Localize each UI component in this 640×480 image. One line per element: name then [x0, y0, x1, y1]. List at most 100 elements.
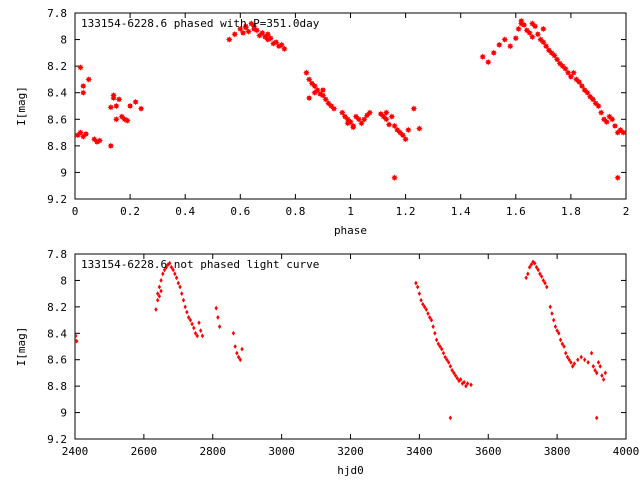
y-tick-label: 9 [60, 407, 67, 420]
data-point [593, 367, 597, 373]
data-point [178, 284, 182, 290]
x-tick-label: 1.6 [506, 205, 526, 218]
data-point [344, 120, 351, 127]
data-point [539, 274, 544, 279]
data-point [391, 122, 398, 130]
data-point [551, 52, 558, 59]
data-point [445, 357, 449, 363]
data-point [520, 21, 528, 29]
phased-plot: 0 0.2 0.4 0.6 0.8 1 1.2 1.4 1.6 1.8 2 7.8 8 8.2 8.4 8.6… [15, 7, 629, 237]
data-point [173, 271, 177, 277]
x-tick-label: 2 [623, 205, 630, 218]
data-point [459, 377, 463, 382]
data-point [199, 328, 203, 334]
data-point [534, 31, 542, 38]
data-point [562, 344, 566, 349]
data-point [272, 39, 280, 46]
data-point [469, 382, 473, 388]
data-point [462, 379, 466, 385]
data-point [589, 96, 597, 103]
data-point [424, 307, 428, 312]
data-point [552, 317, 556, 323]
data-point [453, 373, 458, 378]
data-point [460, 381, 465, 386]
x-tick-label: 2800 [200, 445, 227, 458]
data-point [570, 69, 577, 76]
data-point [192, 325, 196, 331]
data-point [157, 284, 162, 290]
plot-title: 133154-6228.6 phased with P=351.0day [81, 17, 320, 30]
data-point [450, 367, 454, 373]
x-tick-label: 3400 [406, 445, 433, 458]
data-point [601, 377, 606, 382]
data-point [529, 262, 533, 267]
data-point [113, 116, 120, 123]
y-tick-label: 7.8 [47, 7, 67, 20]
data-point [540, 25, 547, 33]
data-point [515, 25, 522, 33]
data-point [582, 357, 587, 363]
data-point [438, 344, 442, 349]
data-point [586, 359, 590, 365]
data-point [383, 109, 390, 116]
data-point [441, 350, 446, 356]
x-tick-label: 0.4 [175, 205, 195, 218]
x-tick-label: 0.6 [230, 205, 250, 218]
data-point [361, 116, 368, 123]
data-point [350, 124, 357, 131]
data-point [235, 350, 239, 356]
data-points [75, 17, 626, 181]
data-point [358, 120, 365, 127]
data-point [611, 122, 619, 130]
data-point [534, 264, 539, 270]
data-point [242, 24, 250, 31]
data-point [416, 125, 423, 132]
data-point [303, 69, 310, 76]
data-point [526, 271, 530, 277]
data-point [391, 174, 398, 181]
data-point [567, 357, 571, 363]
data-point [524, 275, 528, 281]
data-point [562, 65, 569, 72]
data-point [183, 304, 187, 310]
data-point [598, 363, 602, 369]
x-tick-label: 3800 [544, 445, 571, 458]
data-point [162, 267, 167, 273]
data-point [421, 301, 425, 307]
data-point [164, 264, 168, 270]
data-point [339, 109, 346, 116]
data-point [267, 35, 274, 42]
data-point [107, 104, 115, 111]
data-point [440, 346, 444, 352]
data-point [311, 82, 318, 90]
data-point [446, 359, 451, 365]
data-point [529, 20, 536, 27]
data-point [171, 267, 175, 273]
y-tick-label: 8.8 [47, 140, 67, 153]
data-points [75, 259, 608, 421]
data-point [399, 132, 407, 139]
data-point [557, 330, 561, 336]
data-point [278, 41, 285, 49]
data-point [426, 311, 430, 316]
data-point [570, 363, 575, 369]
data-point [540, 39, 547, 46]
data-point [132, 98, 139, 106]
data-point [529, 33, 536, 41]
data-point [402, 136, 409, 143]
data-point [564, 69, 572, 76]
data-point [527, 264, 532, 270]
data-point [181, 297, 186, 303]
data-point [383, 116, 390, 123]
data-point [366, 109, 373, 116]
x-axis-label: phase [334, 224, 367, 237]
data-point [193, 330, 198, 336]
data-point [620, 129, 626, 136]
data-point [485, 58, 492, 66]
data-point [259, 29, 266, 37]
data-point [197, 320, 201, 326]
data-point [217, 324, 222, 330]
data-point [96, 137, 103, 144]
data-point [603, 370, 608, 376]
